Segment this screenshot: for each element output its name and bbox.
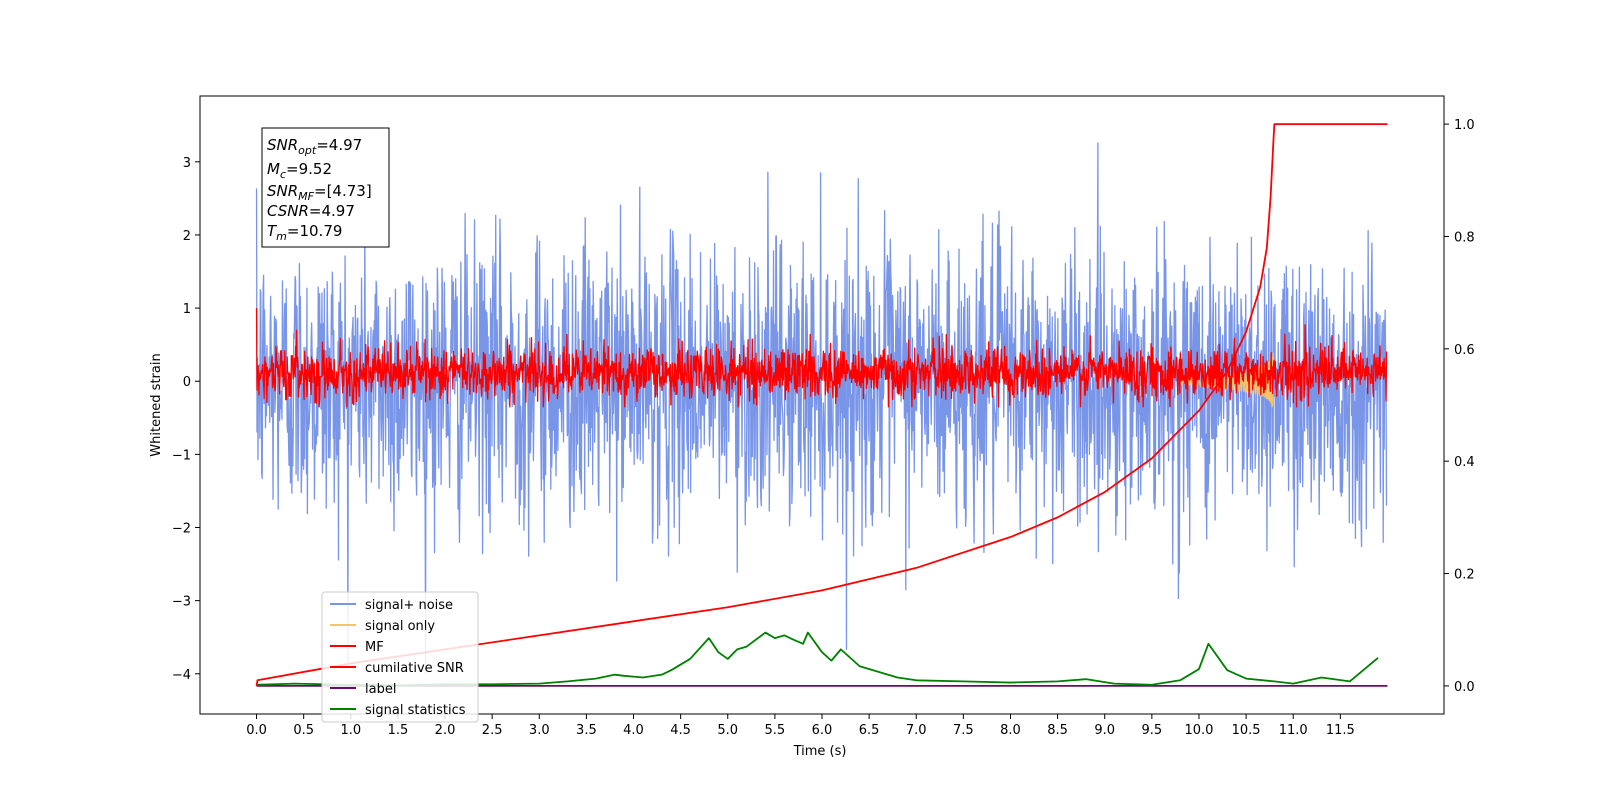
series-signal-noise xyxy=(255,142,1388,674)
legend-label: label xyxy=(365,682,396,697)
x-tick-label: 1.0 xyxy=(340,723,361,738)
x-tick-label: 8.0 xyxy=(1000,723,1021,738)
y-tick-label: 0 xyxy=(183,375,191,390)
legend-label: MF xyxy=(365,640,384,655)
series-cumilative-snr xyxy=(255,123,1388,687)
x-axis: 0.0 0.5 1.0 1.5 2.0 2.5 3.0 3.5 4.0 4.5 5.0 5.5 6.0 6… xyxy=(246,714,1355,738)
x-tick-label: 9.5 xyxy=(1142,723,1163,738)
y-tick-label: −4 xyxy=(172,668,191,683)
y2-tick-label: 0.2 xyxy=(1454,568,1475,583)
legend: signal+ noise signal only MF cumilative … xyxy=(321,591,479,723)
y-axis-label: Whitened strain xyxy=(149,353,164,456)
y2-tick-label: 1.0 xyxy=(1454,118,1475,133)
x-tick-label: 4.0 xyxy=(623,723,644,738)
legend-label: signal statistics xyxy=(365,703,466,718)
legend-entry-signal-statistics: signal statistics xyxy=(330,703,466,718)
y-tick-label: 2 xyxy=(183,229,191,244)
y-tick-label: 3 xyxy=(183,156,191,171)
annotation-frame xyxy=(261,127,390,248)
x-tick-label: 5.5 xyxy=(765,723,786,738)
legend-entry-label: label xyxy=(330,682,396,697)
x-axis-label: Time (s) xyxy=(793,744,847,759)
y-tick-label: 1 xyxy=(183,302,191,317)
legend-label: signal+ noise xyxy=(365,598,453,613)
x-tick-label: 11.0 xyxy=(1279,723,1308,738)
legend-frame xyxy=(321,591,479,723)
legend-label: signal only xyxy=(365,619,435,634)
y-axis-right: 1.0 0.8 0.6 0.4 0.2 0.0 xyxy=(1444,118,1475,695)
y-axis-left: 3 2 1 0 −1 −2 −3 −4 xyxy=(172,156,200,683)
x-tick-label: 8.5 xyxy=(1047,723,1068,738)
x-tick-label: 2.0 xyxy=(435,723,456,738)
annotation-mc: Mc=9.52 xyxy=(267,160,332,181)
annotation-snr-mf: SNRMF=[4.73] xyxy=(267,182,372,203)
x-tick-label: 0.5 xyxy=(293,723,314,738)
y-tick-label: −3 xyxy=(172,595,191,610)
x-tick-label: 6.0 xyxy=(812,723,833,738)
x-tick-label: 10.5 xyxy=(1232,723,1261,738)
y2-tick-label: 0.6 xyxy=(1454,343,1475,358)
x-tick-label: 7.0 xyxy=(906,723,927,738)
annotation-snr-opt: SNRopt=4.97 xyxy=(267,136,362,157)
legend-entry-mf: MF xyxy=(330,640,384,655)
x-tick-label: 11.5 xyxy=(1326,723,1355,738)
legend-entry-signal-only: signal only xyxy=(330,619,435,634)
series-signal-statistics xyxy=(256,631,1379,687)
x-tick-label: 1.5 xyxy=(388,723,409,738)
annotation-tm: Tm=10.79 xyxy=(267,222,342,243)
legend-entry-cumilative-snr: cumilative SNR xyxy=(330,661,464,676)
y-tick-label: −1 xyxy=(172,448,191,463)
x-tick-label: 9.0 xyxy=(1094,723,1115,738)
x-tick-label: 2.5 xyxy=(482,723,503,738)
x-tick-label: 3.0 xyxy=(529,723,550,738)
y-tick-label: −2 xyxy=(172,522,191,537)
x-tick-label: 0.0 xyxy=(246,723,267,738)
x-tick-label: 4.5 xyxy=(670,723,691,738)
annotation-csnr: CSNR=4.97 xyxy=(267,202,355,220)
x-tick-label: 3.5 xyxy=(576,723,597,738)
x-tick-label: 5.0 xyxy=(717,723,738,738)
x-tick-label: 7.5 xyxy=(953,723,974,738)
y2-tick-label: 0.0 xyxy=(1454,680,1475,695)
series-mf xyxy=(255,308,1388,408)
annotation-box: SNRopt=4.97 Mc=9.52 SNRMF=[4.73] CSNR=4.… xyxy=(261,127,390,248)
x-tick-label: 10.0 xyxy=(1184,723,1213,738)
x-tick-label: 6.5 xyxy=(859,723,880,738)
y2-tick-label: 0.8 xyxy=(1454,230,1475,245)
y2-tick-label: 0.4 xyxy=(1454,455,1475,470)
legend-entry-signal-noise: signal+ noise xyxy=(330,598,453,613)
legend-label: cumilative SNR xyxy=(365,661,464,676)
